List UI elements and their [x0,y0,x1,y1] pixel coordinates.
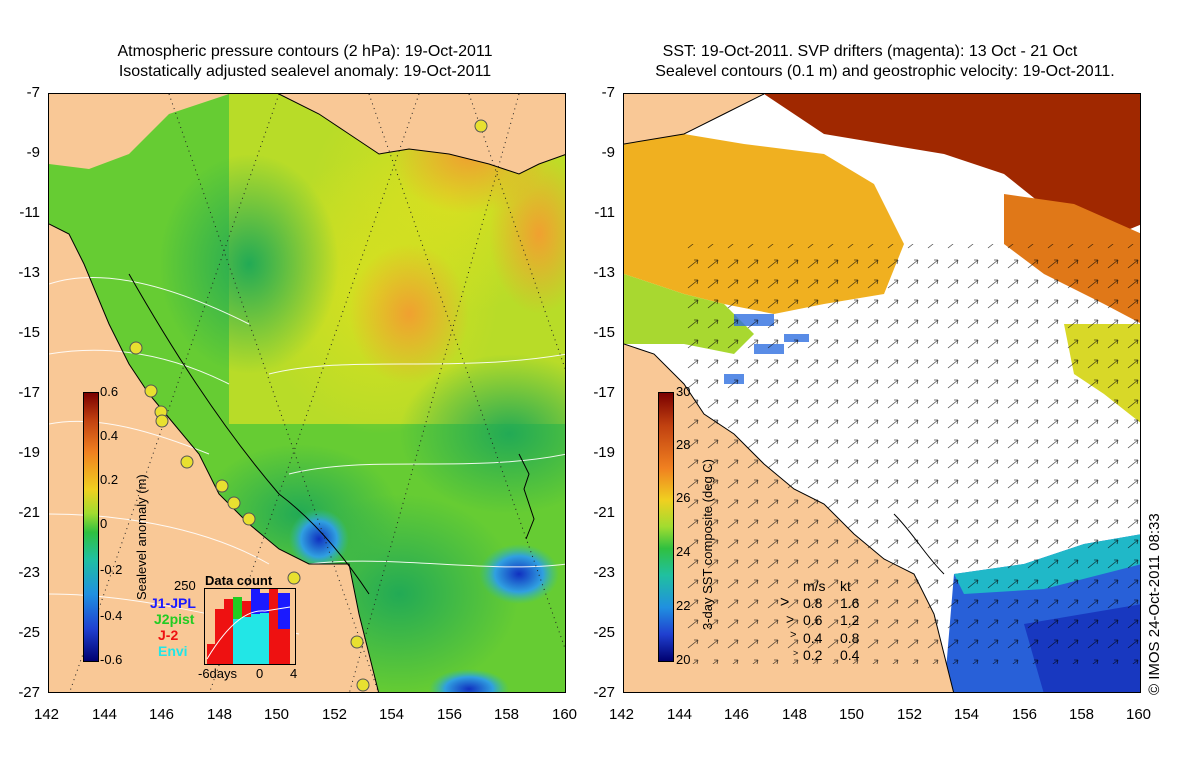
speed-legend-arrow: > [780,594,790,611]
y-tick: -15 [593,324,615,341]
inset-xlabel: 0 [256,666,264,681]
y-tick: -13 [18,264,40,281]
y-tick: -23 [18,564,40,581]
inset-bars [206,589,291,664]
speed-legend-ms: 0.2 [803,647,823,663]
right-colorbar-label: 3-day SST composite (deg C) [700,459,715,630]
speed-legend-header-kt: kt [840,578,851,594]
x-tick: 158 [1069,706,1095,723]
right-title-line2: Sealevel contours (0.1 m) and geostrophi… [655,63,1115,80]
left-colorbar-label: Sealevel anomaly (m) [134,474,149,600]
y-tick: -7 [601,84,615,101]
y-tick: -19 [593,444,615,461]
right-colorbar-tick: 28 [676,437,691,452]
inset-legend-j2: J-2 [158,627,179,643]
speed-legend-ms: 0.4 [803,630,823,646]
y-tick: -11 [594,204,615,221]
right-colorbar-tick: 20 [676,652,691,667]
inset-legend-j2pist: J2pist [154,611,195,627]
speed-legend-ms: 0.6 [803,612,823,628]
right-colorbar-tick: 26 [676,490,691,505]
inset-legend-j1: J1-JPL [150,595,196,611]
y-tick: -19 [18,444,40,461]
y-tick: -13 [593,264,615,281]
y-tick: -25 [593,624,615,641]
inset-xlabel: 4 [290,666,298,681]
left-colorbar-tick: -0.6 [100,652,123,667]
x-tick: 160 [552,706,578,723]
left-map-sealevel-anomaly[interactable] [48,93,566,693]
left-map-svg [49,94,565,692]
left-colorbar-tick: 0.6 [100,384,119,399]
y-tick: -17 [18,384,40,401]
y-tick: -23 [593,564,615,581]
x-tick: 156 [1012,706,1038,723]
inset-ymax: 250 [174,578,196,593]
x-tick: 154 [379,706,405,723]
left-colorbar [83,392,99,662]
x-tick: 144 [92,706,118,723]
speed-legend-arrow: > [790,629,797,641]
x-tick: 156 [437,706,463,723]
x-tick: 150 [264,706,290,723]
y-tick: -25 [18,624,40,641]
right-title-line1: SST: 19-Oct-2011. SVP drifters (magenta)… [662,43,1078,60]
y-tick: -17 [593,384,615,401]
y-tick: -11 [19,204,40,221]
x-tick: 152 [322,706,348,723]
speed-legend-header-ms: m/s [803,578,826,594]
inset-data-count [204,588,296,665]
speed-legend-kt: 0.8 [840,630,860,646]
right-colorbar-tick: 24 [676,544,691,559]
y-tick: -9 [26,144,40,161]
right-colorbar [658,392,674,662]
inset-title: Data count [205,573,273,588]
x-tick: 160 [1126,706,1152,723]
x-tick: 146 [149,706,175,723]
x-tick: 154 [954,706,980,723]
x-tick: 144 [667,706,693,723]
x-tick: 148 [782,706,808,723]
left-colorbar-tick: -0.2 [100,562,123,577]
y-tick: -21 [593,504,615,521]
speed-legend-kt: 0.4 [840,647,860,663]
y-tick: -9 [601,144,615,161]
left-title-line2: Isostatically adjusted sealevel anomaly:… [118,63,492,80]
y-tick: -27 [593,684,615,701]
x-tick: 142 [609,706,635,723]
right-map-svg [624,94,1140,692]
x-tick: 146 [724,706,750,723]
left-title-line1: Atmospheric pressure contours (2 hPa): 1… [117,43,493,60]
right-colorbar-tick: 30 [676,384,691,399]
speed-legend-kt: 1.2 [840,612,860,628]
speed-legend-arrow: > [793,648,799,658]
x-tick: 148 [207,706,233,723]
left-colorbar-tick: 0.2 [100,472,119,487]
x-tick: 152 [897,706,923,723]
inset-legend-envi: Envi [158,643,188,659]
left-colorbar-tick: 0.4 [100,428,119,443]
y-tick: -21 [18,504,40,521]
right-map-sst[interactable] [623,93,1141,693]
right-colorbar-tick: 22 [676,598,691,613]
left-colorbar-tick: 0 [100,516,108,531]
y-tick: -15 [18,324,40,341]
x-tick: 142 [34,706,60,723]
speed-legend-kt: 1.6 [840,595,860,611]
speed-legend-ms: 0.8 [803,595,823,611]
left-colorbar-tick: -0.4 [100,608,123,623]
x-tick: 158 [494,706,520,723]
y-tick: -27 [18,684,40,701]
speed-legend-arrow: > [786,611,795,627]
y-tick: -7 [26,84,40,101]
copyright-label: © IMOS 24-Oct-2011 08:33 [1146,513,1163,695]
inset-xlabel: -6days [198,666,238,681]
x-tick: 150 [839,706,865,723]
